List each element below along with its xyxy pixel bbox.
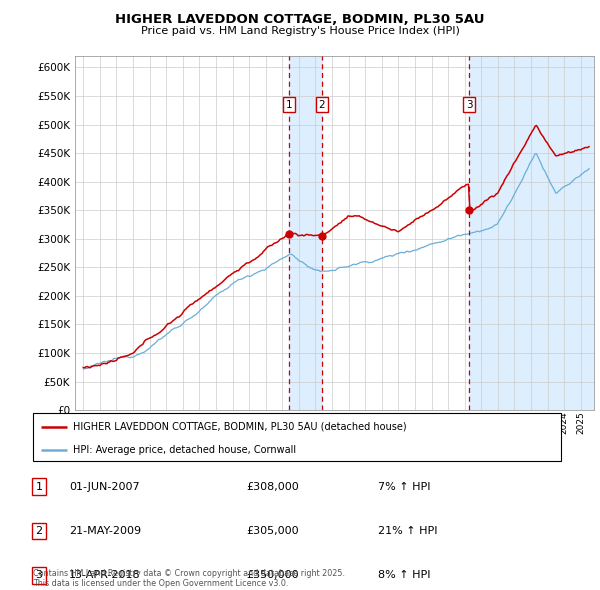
Text: 1: 1: [286, 100, 293, 110]
Bar: [289, 56, 322, 410]
Text: 13-APR-2018: 13-APR-2018: [69, 571, 140, 580]
Text: 01-JUN-2007: 01-JUN-2007: [69, 482, 140, 491]
Text: £308,000: £308,000: [246, 482, 299, 491]
Text: HIGHER LAVEDDON COTTAGE, BODMIN, PL30 5AU (detached house): HIGHER LAVEDDON COTTAGE, BODMIN, PL30 5A…: [73, 421, 406, 431]
Text: 3: 3: [466, 100, 473, 110]
Text: HPI: Average price, detached house, Cornwall: HPI: Average price, detached house, Corn…: [73, 445, 296, 455]
Text: £350,000: £350,000: [246, 571, 299, 580]
Text: Price paid vs. HM Land Registry's House Price Index (HPI): Price paid vs. HM Land Registry's House …: [140, 26, 460, 36]
Bar: [469, 56, 594, 410]
Text: £305,000: £305,000: [246, 526, 299, 536]
Text: 2: 2: [35, 526, 43, 536]
Text: 7% ↑ HPI: 7% ↑ HPI: [378, 482, 431, 491]
Text: 2: 2: [319, 100, 325, 110]
Text: 21-MAY-2009: 21-MAY-2009: [69, 526, 141, 536]
Text: 8% ↑ HPI: 8% ↑ HPI: [378, 571, 431, 580]
Text: Contains HM Land Registry data © Crown copyright and database right 2025.
This d: Contains HM Land Registry data © Crown c…: [33, 569, 345, 588]
Text: 1: 1: [35, 482, 43, 491]
Text: HIGHER LAVEDDON COTTAGE, BODMIN, PL30 5AU: HIGHER LAVEDDON COTTAGE, BODMIN, PL30 5A…: [115, 13, 485, 26]
Text: 21% ↑ HPI: 21% ↑ HPI: [378, 526, 437, 536]
Text: 3: 3: [35, 571, 43, 580]
